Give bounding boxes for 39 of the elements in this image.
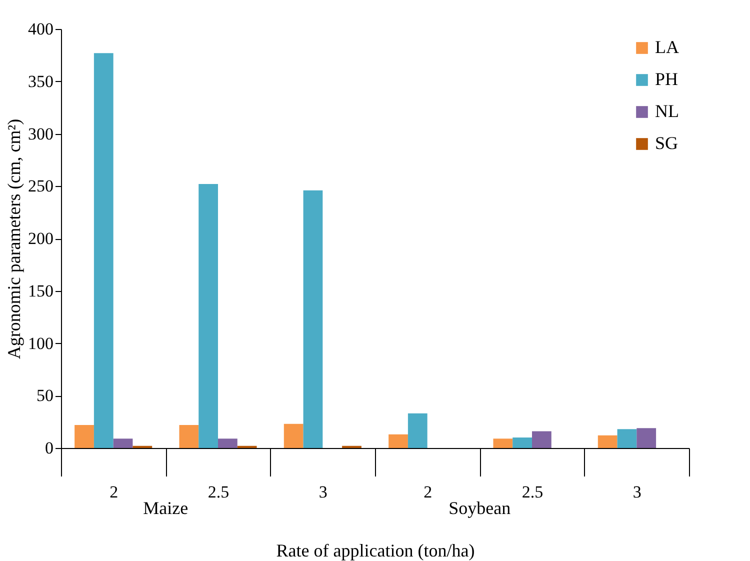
text: Maize xyxy=(143,498,188,518)
y-tick-label: 200 xyxy=(28,229,54,248)
y-tick-label: 50 xyxy=(36,386,54,406)
y-tick-label: 0 xyxy=(45,438,54,458)
x-tick-label: 2.5 xyxy=(208,482,230,502)
bar xyxy=(113,438,133,448)
bar xyxy=(94,53,114,448)
bar xyxy=(388,434,408,448)
bar xyxy=(493,438,513,448)
y-tick-label: 400 xyxy=(28,20,54,38)
y-tick-label: 250 xyxy=(28,176,54,196)
y-axis-title: Agronomic parameters (cm, cm²) xyxy=(4,118,24,360)
x-axis-title: Rate of application (ton/ha) xyxy=(276,540,475,560)
bar xyxy=(636,428,656,448)
bar xyxy=(617,429,637,448)
bar xyxy=(408,413,428,448)
text: Soybean xyxy=(448,498,511,518)
legend-label: PH xyxy=(655,69,678,89)
bar xyxy=(198,184,218,448)
x-tick-label: 2 xyxy=(424,482,432,502)
x-tick-label: 3 xyxy=(318,482,328,502)
bar xyxy=(532,431,552,448)
bar xyxy=(598,435,618,448)
y-tick-label: 150 xyxy=(28,281,54,300)
bar xyxy=(284,424,304,448)
x-tick-label: 2 xyxy=(110,482,118,502)
bar xyxy=(179,424,199,448)
legend-label: LA xyxy=(655,37,679,57)
bar xyxy=(512,438,532,448)
legend-label: NL xyxy=(655,101,679,121)
bar xyxy=(303,190,323,448)
legend-label: SG xyxy=(655,133,678,153)
y-tick-label: 100 xyxy=(28,334,54,353)
bar xyxy=(74,424,94,448)
y-tick-label: 300 xyxy=(28,124,54,144)
y-tick-label: 350 xyxy=(28,72,54,91)
x-tick-label: 2.5 xyxy=(522,482,544,502)
bar xyxy=(218,438,238,448)
x-tick-label: 3 xyxy=(632,482,642,502)
